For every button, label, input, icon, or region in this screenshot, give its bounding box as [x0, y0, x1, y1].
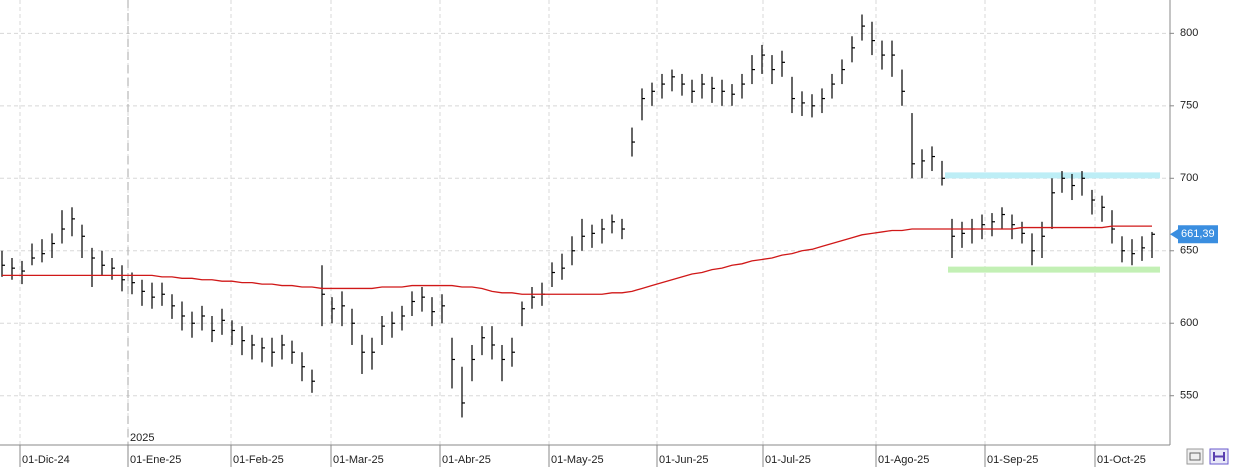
level-band	[945, 172, 1160, 179]
x-tick-label: 01-Oct-25	[1097, 454, 1146, 466]
y-tick-label: 600	[1180, 317, 1198, 329]
x-tick-label: 01-Dic-24	[22, 454, 70, 466]
last-price-arrow	[1170, 229, 1178, 240]
y-tick-label: 750	[1180, 100, 1198, 112]
x-tick-label: 01-May-25	[551, 454, 604, 466]
x-tick-label: 01-Ago-25	[878, 454, 929, 466]
last-price-box	[1178, 225, 1218, 244]
toolbar[interactable]	[1186, 448, 1229, 465]
level-band	[948, 266, 1160, 273]
year-label: 2025	[130, 432, 154, 444]
toolbar-button[interactable]	[1186, 448, 1204, 465]
x-tick-label: 01-Jun-25	[659, 454, 709, 466]
x-tick-label: 01-Feb-25	[233, 454, 284, 466]
y-tick-label: 700	[1180, 172, 1198, 184]
last-price-label: 661,39	[1181, 228, 1215, 240]
y-tick-label: 800	[1180, 27, 1198, 39]
y-tick-label: 550	[1180, 390, 1198, 402]
x-tick-label: 01-Jul-25	[765, 454, 811, 466]
x-tick-label: 01-Sep-25	[987, 454, 1038, 466]
plot	[1, 14, 1160, 418]
moving-average	[2, 225, 1152, 295]
y-tick-label: 650	[1180, 245, 1198, 257]
icon	[1213, 452, 1225, 461]
x-tick-label: 01-Abr-25	[442, 454, 491, 466]
x-tick-label: 01-Ene-25	[130, 454, 181, 466]
x-tick-label: 01-Mar-25	[333, 454, 384, 466]
icon	[1189, 452, 1201, 461]
